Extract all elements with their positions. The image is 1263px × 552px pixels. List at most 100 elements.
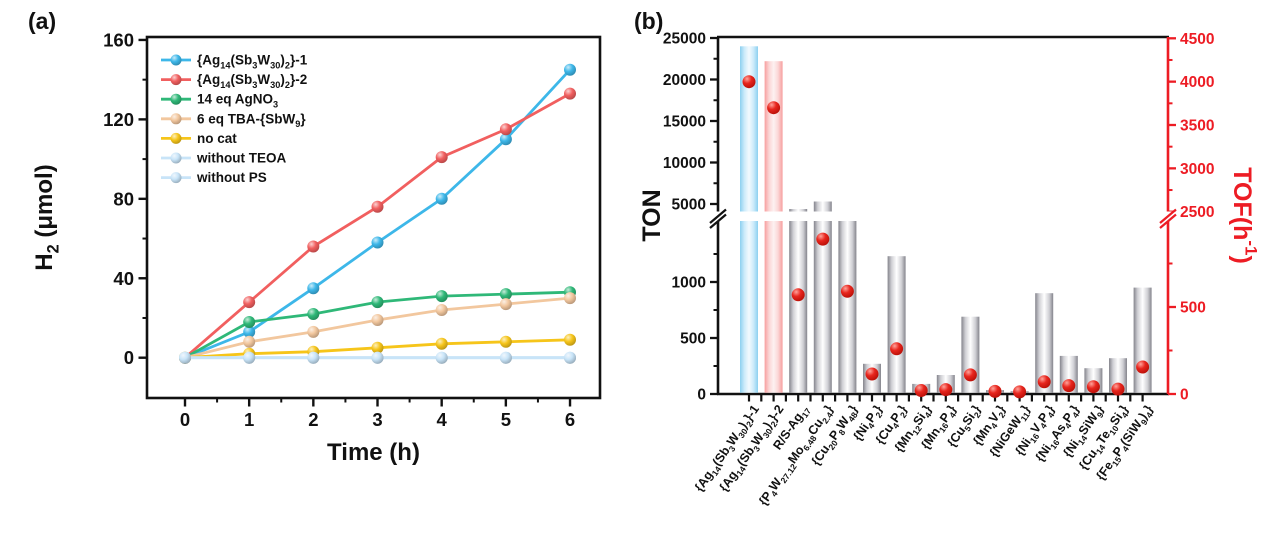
bar xyxy=(838,213,857,393)
tick-label: 1 xyxy=(244,409,254,430)
tof-dot xyxy=(1086,380,1100,394)
data-point xyxy=(499,133,512,146)
tof-dot xyxy=(963,368,977,382)
data-point xyxy=(371,351,384,364)
tof-dot xyxy=(939,383,953,397)
data-point xyxy=(564,63,576,76)
data-point xyxy=(564,351,576,364)
data-point xyxy=(307,325,320,338)
tick-label: 500 xyxy=(1180,300,1206,317)
tick-label: 5 xyxy=(501,409,511,430)
tof-dot xyxy=(988,384,1002,398)
tick-label: 0 xyxy=(124,347,134,368)
bar xyxy=(1133,287,1152,393)
tick-label: 20000 xyxy=(663,72,706,89)
panel-a-label: (a) xyxy=(28,8,57,34)
tick-label: 3 xyxy=(372,409,382,430)
data-point xyxy=(243,335,256,348)
tof-dot xyxy=(1111,382,1125,396)
data-point xyxy=(564,333,576,346)
right-break-mark xyxy=(1159,208,1177,224)
tof-dot xyxy=(742,75,756,89)
right-break-mark xyxy=(1159,213,1177,229)
tick-label: 3500 xyxy=(1180,118,1214,135)
data-point xyxy=(499,123,512,136)
legend-label: {Ag14(Sb3W30)2}-2 xyxy=(197,72,307,90)
data-point xyxy=(564,87,576,100)
legend-marker xyxy=(170,132,182,144)
data-point xyxy=(435,304,448,316)
data-point xyxy=(243,325,256,338)
data-point xyxy=(499,298,512,311)
data-point xyxy=(499,288,512,301)
tof-dot xyxy=(865,367,879,381)
legend-label: without PS xyxy=(196,170,267,185)
legend-marker xyxy=(170,172,182,184)
legend-marker xyxy=(170,74,182,86)
category-label: {Mn4V2} xyxy=(970,402,1010,449)
tof-dot xyxy=(816,232,830,246)
tof-axis-title: TOF(h-1) xyxy=(1228,167,1260,264)
tick-label: 25000 xyxy=(663,31,706,48)
data-point xyxy=(307,351,320,364)
legend-marker xyxy=(170,93,182,105)
legend-label: 14 eq AgNO3 xyxy=(197,92,278,110)
tick-label: 2500 xyxy=(1180,204,1214,221)
data-point xyxy=(435,337,448,350)
tick-label: 0 xyxy=(1180,387,1189,404)
legend-marker xyxy=(170,113,182,125)
legend-marker xyxy=(170,54,182,66)
data-point xyxy=(371,341,384,354)
tick-label: 5000 xyxy=(672,197,706,214)
data-point xyxy=(435,151,448,164)
data-point xyxy=(307,282,320,295)
category-label: {Ag14(Sb3W30)2}-1 xyxy=(692,402,764,495)
legend-label: without TEOA xyxy=(196,151,286,166)
data-point xyxy=(371,314,384,326)
tof-dot xyxy=(1136,360,1150,374)
data-point xyxy=(307,308,320,320)
legend-item: 14 eq AgNO3 xyxy=(161,92,278,110)
data-point xyxy=(243,316,256,328)
axis-break-band xyxy=(709,211,1177,221)
tick-label: 15000 xyxy=(663,114,706,131)
panel-b-bar-chart: 5000 10000 15000 20000 25000 0 500 1000 2500 3000… xyxy=(620,0,1263,547)
tof-dot xyxy=(890,342,904,356)
data-point xyxy=(243,296,256,309)
tick-label: 80 xyxy=(113,188,134,209)
y-axis-title: H2 (μmol) xyxy=(31,164,63,270)
data-point xyxy=(307,240,320,253)
left-break-mark xyxy=(709,213,727,229)
tof-dot xyxy=(1013,385,1027,399)
tick-label: 2 xyxy=(308,409,318,430)
tick-label: 160 xyxy=(103,29,134,50)
legend-item: {Ag14(Sb3W30)2}-1 xyxy=(161,53,308,70)
left-break-mark xyxy=(709,208,727,224)
data-point xyxy=(371,200,384,213)
bar xyxy=(1109,358,1127,393)
data-point xyxy=(435,351,448,364)
legend-item: without PS xyxy=(161,170,267,185)
tick-label: 10000 xyxy=(663,155,706,172)
tof-dot xyxy=(914,384,928,397)
tick-label: 40 xyxy=(113,268,134,289)
tick-label: 4500 xyxy=(1180,31,1214,48)
legend-item: without TEOA xyxy=(161,151,286,166)
tick-label: 120 xyxy=(103,109,134,130)
data-point xyxy=(499,335,512,348)
tick-label: 4000 xyxy=(1180,74,1214,91)
bar xyxy=(1035,293,1054,393)
legend-label: no cat xyxy=(197,131,237,146)
tick-label: 0 xyxy=(697,387,706,404)
data-point xyxy=(435,290,448,303)
data-point xyxy=(564,292,576,305)
bar xyxy=(764,61,783,393)
data-point xyxy=(179,351,191,364)
tof-dot xyxy=(1062,379,1076,393)
tick-label: 0 xyxy=(180,409,190,430)
legend-marker xyxy=(170,152,182,164)
tick-label: 6 xyxy=(565,409,575,430)
bar xyxy=(813,201,832,393)
tof-dot xyxy=(791,288,805,302)
